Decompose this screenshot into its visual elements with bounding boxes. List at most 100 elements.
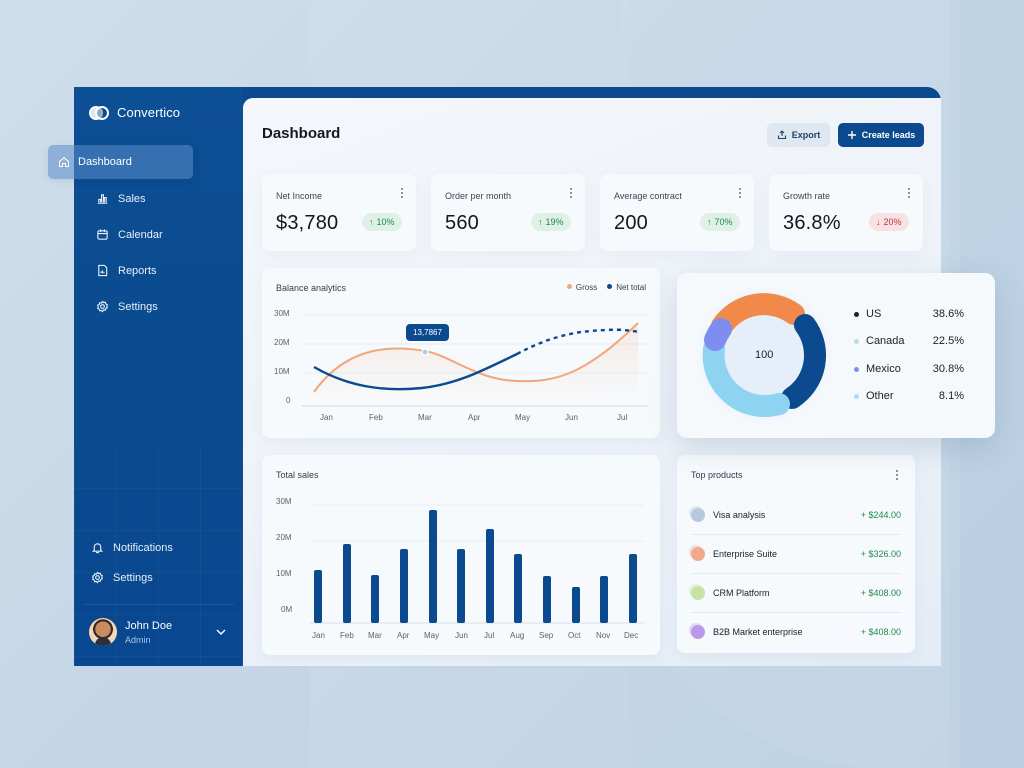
stat-card-growth-rate: Growth rate 36.8% ↓ 20% xyxy=(769,174,923,251)
x-tick: Jun xyxy=(455,631,468,640)
y-tick: 30M xyxy=(276,497,292,506)
more-vertical-icon[interactable] xyxy=(400,187,404,199)
stat-value: 200 xyxy=(614,212,648,234)
arrow-up-icon: ↑ xyxy=(538,217,543,227)
stat-value: $3,780 xyxy=(276,212,339,234)
region-donut-card: 100 US 38.6% Canada 22.5% Mexico 30.8% Othe… xyxy=(677,273,995,438)
sidebar-item-label: Settings xyxy=(113,571,153,584)
chart-tooltip: 13,7867 xyxy=(406,324,449,341)
product-row[interactable]: Visa analysis + $244.00 xyxy=(689,505,901,525)
divider xyxy=(691,573,901,574)
y-tick: 0M xyxy=(281,605,293,614)
product-amount: + $244.00 xyxy=(860,510,901,520)
card-title: Top products xyxy=(691,470,743,480)
x-tick: Apr xyxy=(397,631,410,640)
gear-icon xyxy=(91,571,104,584)
chart-title: Total sales xyxy=(276,470,319,480)
product-name: Enterprise Suite xyxy=(713,549,778,559)
legend-net-total: Net total xyxy=(607,283,646,292)
product-row[interactable]: B2B Market enterprise + $408.00 xyxy=(689,622,901,642)
arrow-down-icon: ↓ xyxy=(876,217,881,227)
region-donut-chart xyxy=(682,273,846,437)
stat-label: Growth rate xyxy=(783,191,831,201)
y-tick: 10M xyxy=(274,367,290,376)
x-tick: Apr xyxy=(468,413,481,422)
more-vertical-icon[interactable] xyxy=(569,187,573,199)
stat-card-average-contract: Average contract 200 ↑ 70% xyxy=(600,174,754,251)
export-icon xyxy=(777,130,786,140)
sidebar-item-settings[interactable]: Settings xyxy=(96,300,158,313)
product-icon xyxy=(689,506,705,522)
stat-label: Order per month xyxy=(445,191,512,201)
gear-icon xyxy=(96,300,109,313)
sidebar-item-label: Dashboard xyxy=(78,156,132,168)
balance-line-chart xyxy=(302,314,648,407)
y-tick: 20M xyxy=(276,533,292,542)
x-tick: May xyxy=(424,631,440,640)
total-sales-bar-chart xyxy=(310,504,644,624)
sidebar-item-sales[interactable]: Sales xyxy=(96,192,146,205)
user-profile[interactable]: John Doe Admin xyxy=(89,618,172,646)
avatar xyxy=(89,618,117,646)
sidebar-item-notifications[interactable]: Notifications xyxy=(91,541,173,554)
more-vertical-icon[interactable] xyxy=(895,469,899,481)
brand[interactable]: Convertico xyxy=(89,105,180,120)
legend-item-mexico: Mexico 30.8% xyxy=(854,363,964,375)
change-badge: ↓ 20% xyxy=(869,213,909,231)
plus-icon xyxy=(847,131,856,139)
product-amount: + $408.00 xyxy=(860,627,901,637)
calendar-icon xyxy=(96,228,109,241)
x-tick: Jun xyxy=(565,413,578,422)
legend-item-us: US 38.6% xyxy=(854,308,964,320)
product-name: CRM Platform xyxy=(713,588,770,598)
sidebar-item-calendar[interactable]: Calendar xyxy=(96,228,163,241)
change-badge: ↑ 70% xyxy=(700,213,740,231)
stat-value: 560 xyxy=(445,212,479,234)
x-tick: Dec xyxy=(624,631,639,640)
chart-legend: Gross Net total xyxy=(566,283,646,292)
sidebar: Convertico Sales Calendar Reports Settin… xyxy=(74,87,243,666)
user-name: John Doe xyxy=(125,619,173,632)
arrow-up-icon: ↑ xyxy=(369,217,374,227)
product-icon xyxy=(689,545,705,561)
divider xyxy=(691,612,901,613)
top-products-card: Top products Visa analysis + $244.00 Ent… xyxy=(677,455,915,653)
product-row[interactable]: Enterprise Suite + $326.00 xyxy=(689,544,901,564)
product-name: Visa analysis xyxy=(713,510,766,520)
more-vertical-icon[interactable] xyxy=(738,187,742,199)
create-leads-button[interactable]: Create leads xyxy=(838,123,924,147)
product-icon xyxy=(689,623,705,639)
x-tick: Jul xyxy=(484,631,495,640)
user-role: Admin xyxy=(125,634,151,645)
x-tick: May xyxy=(515,413,531,422)
sidebar-item-dashboard[interactable]: Dashboard xyxy=(48,145,193,179)
chevron-down-icon[interactable] xyxy=(215,627,227,637)
x-tick: Sep xyxy=(539,631,554,640)
export-button[interactable]: Export xyxy=(767,123,830,147)
y-tick: 10M xyxy=(276,569,292,578)
x-tick: Jan xyxy=(312,631,325,640)
y-tick: 20M xyxy=(274,338,290,347)
product-row[interactable]: CRM Platform + $408.00 xyxy=(689,583,901,603)
total-sales-card: Total sales 30M 20M 10M 0M xyxy=(262,455,660,655)
more-vertical-icon[interactable] xyxy=(907,187,911,199)
sidebar-item-label: Sales xyxy=(118,192,146,205)
logo-icon xyxy=(89,105,109,120)
legend-item-canada: Canada 22.5% xyxy=(854,335,964,347)
x-tick: Jan xyxy=(320,413,333,422)
product-amount: + $408.00 xyxy=(860,588,901,598)
stat-card-orders: Order per month 560 ↑ 19% xyxy=(431,174,585,251)
x-tick: Mar xyxy=(418,413,432,422)
legend-item-other: Other 8.1% xyxy=(854,390,964,402)
page-title: Dashboard xyxy=(262,125,341,142)
arrow-up-icon: ↑ xyxy=(707,217,712,227)
x-tick: Aug xyxy=(510,631,525,640)
export-label: Export xyxy=(791,130,821,140)
stat-card-net-income: Net Income $3,780 ↑ 10% xyxy=(262,174,416,251)
brand-name: Convertico xyxy=(117,105,181,120)
sidebar-item-label: Reports xyxy=(118,264,157,277)
sidebar-item-reports[interactable]: Reports xyxy=(96,264,157,277)
sidebar-item-settings-bottom[interactable]: Settings xyxy=(91,571,153,584)
x-tick: Oct xyxy=(568,631,581,640)
home-icon xyxy=(58,157,70,168)
